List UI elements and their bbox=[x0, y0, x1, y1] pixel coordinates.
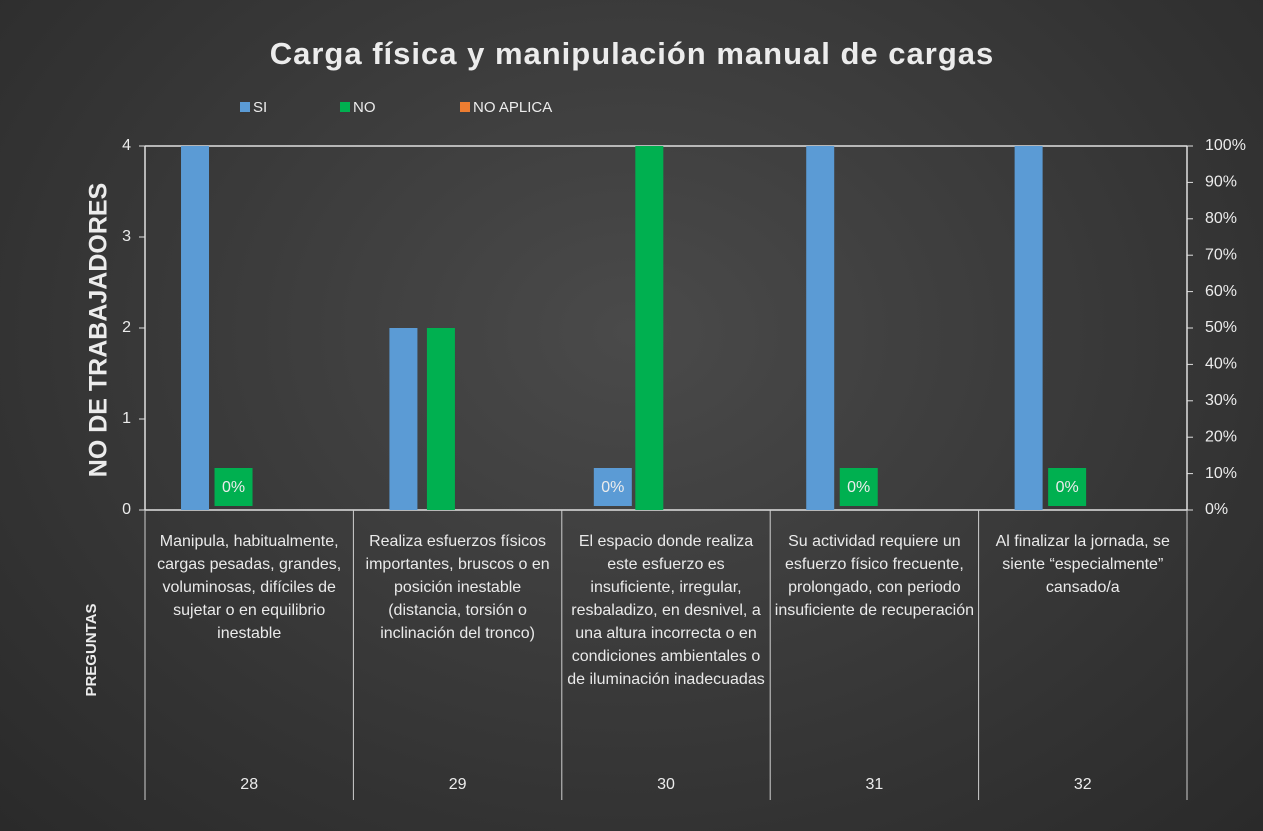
y-tick-label: 0 bbox=[122, 501, 131, 518]
category-code: 31 bbox=[866, 776, 884, 793]
data-label-box bbox=[593, 468, 632, 506]
y-tick-label: 4 bbox=[122, 137, 131, 154]
category-code: 32 bbox=[1074, 776, 1092, 793]
legend-label: SI bbox=[253, 99, 267, 116]
legend-swatch bbox=[340, 102, 350, 112]
y-tick-label: 1 bbox=[122, 410, 131, 427]
bar bbox=[635, 146, 664, 510]
category-code: 29 bbox=[449, 776, 467, 793]
bar bbox=[1014, 146, 1043, 510]
y2-tick-label: 100% bbox=[1205, 137, 1246, 154]
data-label: 0% bbox=[847, 479, 870, 496]
bar bbox=[389, 328, 418, 510]
data-label: 0% bbox=[601, 479, 624, 496]
y2-tick-label: 20% bbox=[1205, 428, 1237, 445]
category-code: 28 bbox=[240, 776, 258, 793]
y2-tick-label: 70% bbox=[1205, 246, 1237, 263]
y2-tick-label: 50% bbox=[1205, 319, 1237, 336]
chart-title: Carga física y manipulación manual de ca… bbox=[270, 36, 995, 71]
data-label-box bbox=[1048, 468, 1087, 506]
data-label: 0% bbox=[222, 479, 245, 496]
y2-tick-label: 30% bbox=[1205, 392, 1237, 409]
legend-label: NO bbox=[353, 99, 376, 116]
y-tick-label: 2 bbox=[122, 319, 131, 336]
x-tick-label: El espacio donde realiza este esfuerzo e… bbox=[567, 533, 765, 688]
y2-tick-label: 0% bbox=[1205, 501, 1228, 518]
legend-swatch bbox=[240, 102, 250, 112]
x-tick-label: Realiza esfuerzos físicos importantes, b… bbox=[365, 533, 550, 642]
data-label-box bbox=[214, 468, 253, 506]
category-code: 30 bbox=[657, 776, 675, 793]
bar bbox=[426, 328, 455, 510]
legend-label: NO APLICA bbox=[473, 99, 552, 116]
y2-tick-label: 80% bbox=[1205, 210, 1237, 227]
bar bbox=[181, 146, 210, 510]
y-tick-label: 3 bbox=[122, 228, 131, 245]
x-axis-title: PREGUNTAS bbox=[83, 603, 100, 696]
y2-tick-label: 60% bbox=[1205, 283, 1237, 300]
data-label-box bbox=[839, 468, 878, 506]
x-tick-label: Su actividad requiere un esfuerzo físico… bbox=[774, 533, 974, 619]
data-label: 0% bbox=[1056, 479, 1079, 496]
legend-swatch bbox=[460, 102, 470, 112]
x-tick-label: Manipula, habitualmente, cargas pesadas,… bbox=[157, 533, 342, 642]
y2-tick-label: 90% bbox=[1205, 174, 1237, 191]
y2-tick-label: 40% bbox=[1205, 356, 1237, 373]
bar bbox=[806, 146, 835, 510]
y-axis-title: NO DE TRABAJADORES bbox=[85, 183, 113, 477]
y2-tick-label: 10% bbox=[1205, 465, 1237, 482]
x-tick-label: Al finalizar la jornada, se siente “espe… bbox=[995, 533, 1170, 596]
